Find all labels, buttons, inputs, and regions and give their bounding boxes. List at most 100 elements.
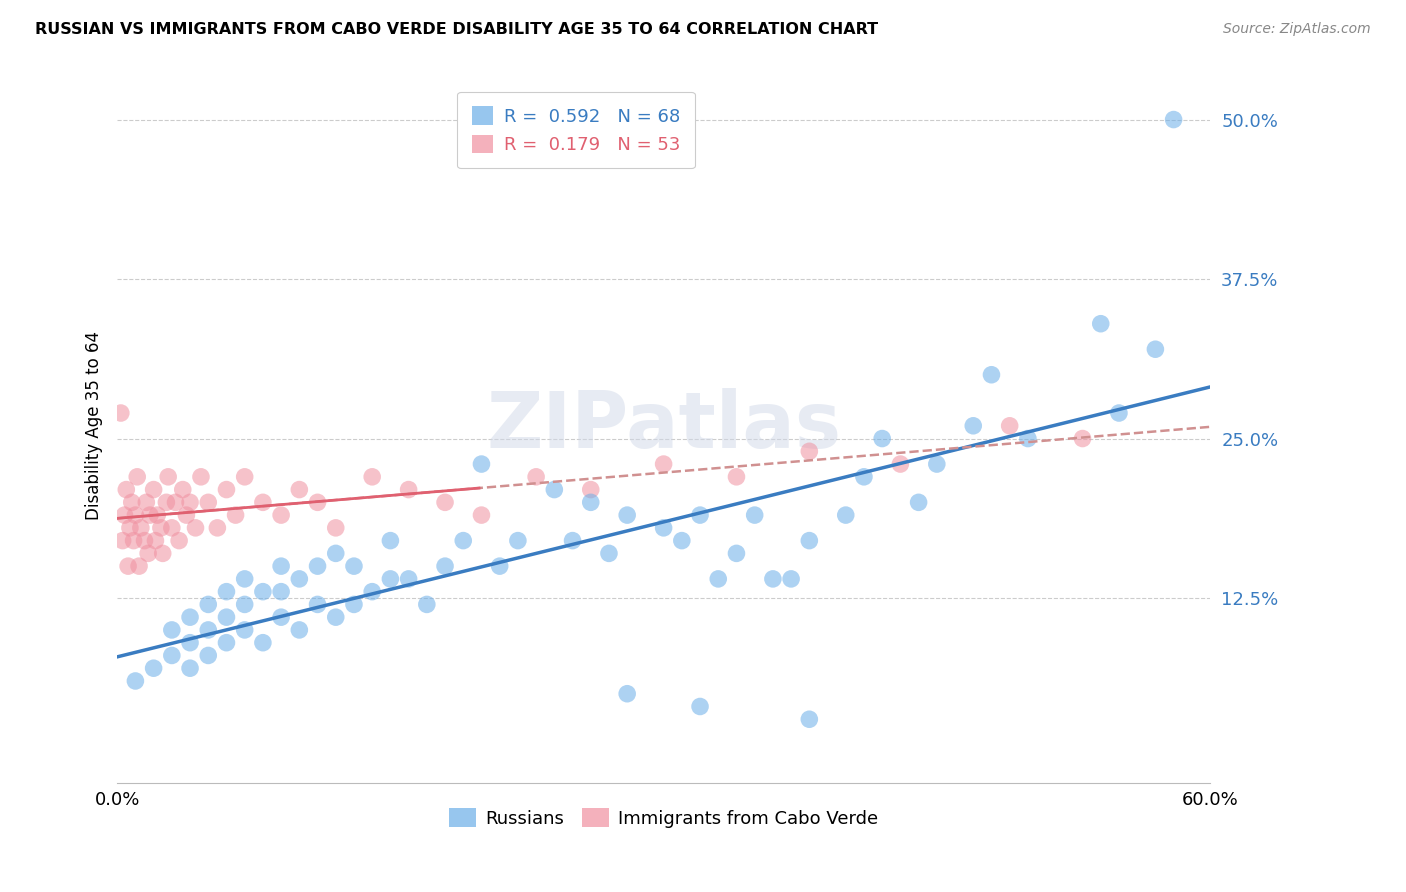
Point: [416, 598, 439, 612]
Point: [361, 470, 384, 484]
Point: [139, 508, 162, 522]
Point: [225, 508, 247, 522]
Text: RUSSIAN VS IMMIGRANTS FROM CABO VERDE DISABILITY AGE 35 TO 64 CORRELATION CHART: RUSSIAN VS IMMIGRANTS FROM CABO VERDE DI…: [35, 22, 879, 37]
Point: [197, 495, 219, 509]
Point: [579, 483, 602, 497]
Point: [799, 533, 821, 548]
Point: [343, 598, 366, 612]
Point: [270, 610, 292, 624]
Point: [325, 610, 347, 624]
Text: ZIPatlas: ZIPatlas: [486, 388, 841, 464]
Point: [434, 559, 457, 574]
Point: [870, 432, 893, 446]
Point: [128, 559, 150, 574]
Point: [288, 623, 311, 637]
Point: [111, 533, 134, 548]
Point: [380, 533, 402, 548]
Point: [343, 559, 366, 574]
Point: [233, 572, 256, 586]
Point: [197, 623, 219, 637]
Point: [288, 572, 311, 586]
Point: [616, 687, 638, 701]
Point: [233, 598, 256, 612]
Point: [907, 495, 929, 509]
Point: [270, 584, 292, 599]
Point: [215, 636, 238, 650]
Point: [652, 457, 675, 471]
Point: [179, 495, 201, 509]
Point: [689, 699, 711, 714]
Point: [184, 521, 207, 535]
Point: [127, 470, 149, 484]
Point: [215, 584, 238, 599]
Point: [160, 521, 183, 535]
Point: [233, 470, 256, 484]
Point: [380, 572, 402, 586]
Point: [962, 418, 984, 433]
Point: [149, 521, 172, 535]
Point: [124, 673, 146, 688]
Point: [488, 559, 510, 574]
Point: [506, 533, 529, 548]
Point: [852, 470, 875, 484]
Point: [129, 521, 152, 535]
Point: [179, 636, 201, 650]
Point: [780, 572, 803, 586]
Point: [167, 533, 190, 548]
Point: [1108, 406, 1130, 420]
Legend: Russians, Immigrants from Cabo Verde: Russians, Immigrants from Cabo Verde: [441, 801, 886, 835]
Point: [145, 533, 167, 548]
Point: [207, 521, 229, 535]
Point: [114, 508, 136, 522]
Point: [122, 533, 145, 548]
Point: [725, 546, 748, 560]
Point: [1071, 432, 1094, 446]
Point: [689, 508, 711, 522]
Point: [671, 533, 693, 548]
Point: [398, 483, 420, 497]
Point: [134, 533, 156, 548]
Point: [543, 483, 565, 497]
Point: [233, 623, 256, 637]
Point: [980, 368, 1002, 382]
Point: [889, 457, 911, 471]
Point: [176, 508, 198, 522]
Point: [165, 495, 187, 509]
Point: [142, 661, 165, 675]
Point: [925, 457, 948, 471]
Point: [197, 648, 219, 663]
Point: [155, 495, 177, 509]
Point: [307, 559, 329, 574]
Point: [744, 508, 766, 522]
Point: [110, 406, 132, 420]
Point: [1090, 317, 1112, 331]
Point: [252, 584, 274, 599]
Point: [215, 610, 238, 624]
Text: Source: ZipAtlas.com: Source: ZipAtlas.com: [1223, 22, 1371, 37]
Point: [361, 584, 384, 599]
Point: [118, 521, 141, 535]
Point: [115, 483, 138, 497]
Point: [179, 610, 201, 624]
Point: [835, 508, 858, 522]
Point: [1017, 432, 1039, 446]
Point: [146, 508, 169, 522]
Point: [1144, 343, 1167, 357]
Point: [707, 572, 730, 586]
Point: [252, 495, 274, 509]
Point: [561, 533, 583, 548]
Point: [179, 661, 201, 675]
Point: [799, 444, 821, 458]
Point: [325, 546, 347, 560]
Point: [579, 495, 602, 509]
Point: [135, 495, 157, 509]
Point: [598, 546, 620, 560]
Point: [762, 572, 785, 586]
Point: [124, 508, 146, 522]
Point: [799, 712, 821, 726]
Point: [725, 470, 748, 484]
Point: [160, 623, 183, 637]
Point: [325, 521, 347, 535]
Point: [288, 483, 311, 497]
Y-axis label: Disability Age 35 to 64: Disability Age 35 to 64: [86, 331, 103, 520]
